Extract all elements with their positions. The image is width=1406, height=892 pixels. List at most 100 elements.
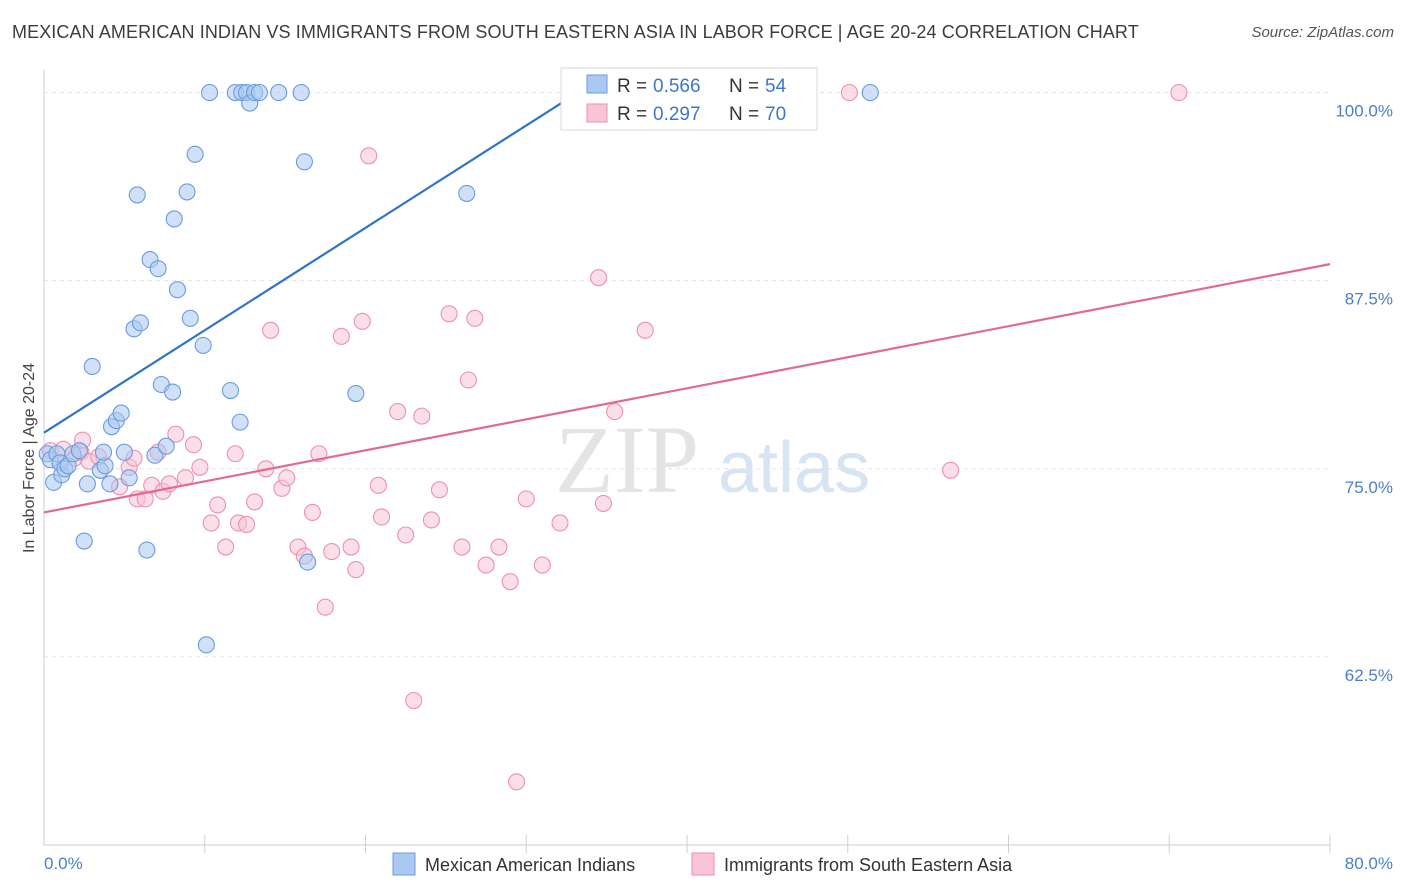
point-blue-51	[299, 553, 317, 571]
point-pink-28	[262, 321, 280, 339]
stats-legend-r-blue: 0.566	[653, 76, 701, 97]
point-blue-49	[292, 84, 310, 102]
point-blue-42	[231, 413, 249, 431]
point-blue-39	[201, 84, 219, 102]
point-pink-62	[590, 269, 608, 287]
point-pink-58	[517, 490, 535, 508]
point-blue-24	[131, 314, 149, 332]
point-blue-28	[149, 260, 167, 278]
x-tick-label-0: 0.0%	[44, 854, 83, 873]
point-blue-19	[112, 404, 130, 422]
point-pink-38	[342, 538, 360, 556]
point-pink-25	[237, 515, 256, 534]
point-pink-18	[184, 436, 203, 454]
point-blue-31	[164, 383, 182, 401]
point-pink-57	[508, 773, 526, 791]
trend-lines	[43, 85, 1331, 514]
point-blue-12	[83, 357, 101, 376]
point-pink-39	[347, 561, 365, 579]
point-pink-69	[1170, 84, 1188, 102]
point-pink-26	[246, 493, 264, 511]
point-blue-21	[120, 469, 138, 487]
point-blue-9	[70, 442, 88, 460]
point-pink-41	[360, 147, 378, 165]
series-legend: Mexican American Indians Immigrants from…	[392, 852, 1013, 876]
point-pink-42	[369, 476, 387, 494]
point-blue-34	[178, 183, 196, 201]
stats-legend-swatch-pink	[586, 103, 608, 123]
y-tick-label-1: 87.5%	[1345, 290, 1393, 309]
x-tick-labels: 0.0% 80.0%	[44, 854, 1393, 873]
gridlines	[44, 92, 1330, 658]
point-pink-52	[459, 371, 477, 389]
trend-line-pink	[43, 263, 1331, 514]
y-tick-label-3: 62.5%	[1345, 666, 1393, 685]
y-tick-label-0: 100.0%	[1335, 102, 1393, 121]
point-blue-53	[458, 184, 476, 202]
point-pink-65	[636, 321, 654, 339]
point-pink-51	[453, 538, 471, 556]
stats-legend-r-pink: 0.297	[653, 104, 701, 125]
stats-legend-n-label-pink: N =	[729, 104, 764, 125]
stats-legend-swatch-blue	[586, 74, 608, 94]
point-pink-21	[209, 496, 227, 514]
point-blue-47	[250, 84, 268, 102]
point-pink-50	[440, 305, 458, 323]
stats-legend-r-label-pink: R =	[617, 104, 652, 125]
point-pink-23	[226, 445, 244, 463]
point-blue-15	[94, 443, 113, 461]
point-pink-19	[191, 458, 209, 476]
point-pink-35	[316, 598, 334, 616]
point-blue-32	[165, 210, 183, 228]
point-blue-37	[194, 336, 212, 354]
point-pink-36	[323, 543, 341, 561]
point-pink-46	[405, 691, 423, 710]
watermark-zip: ZIP	[555, 406, 699, 513]
point-pink-68	[942, 461, 960, 479]
point-blue-11	[75, 532, 93, 550]
point-pink-60	[551, 514, 569, 532]
stats-legend-n-blue: 54	[765, 76, 787, 97]
stats-legend-n-label-blue: N =	[729, 76, 764, 97]
point-pink-53	[466, 309, 484, 327]
x-tick-label-1: 80.0%	[1345, 854, 1393, 873]
point-blue-25	[138, 541, 156, 559]
point-pink-56	[501, 573, 519, 591]
series-blue-points	[38, 84, 879, 654]
point-blue-20	[115, 443, 133, 461]
point-blue-52	[347, 384, 365, 403]
point-blue-23	[128, 186, 146, 204]
point-blue-27	[146, 446, 164, 464]
legend-label-pink: Immigrants from South Eastern Asia	[724, 855, 1013, 875]
stats-legend: R = 0.566 N = 54 R = 0.297 N = 70	[560, 67, 818, 131]
point-pink-59	[533, 556, 551, 574]
point-blue-16	[101, 475, 119, 493]
point-blue-54	[861, 84, 879, 102]
y-tick-label-2: 75.0%	[1345, 478, 1393, 497]
point-blue-35	[181, 309, 199, 327]
point-pink-16	[167, 425, 185, 443]
point-pink-67	[840, 84, 858, 102]
point-pink-44	[389, 403, 407, 421]
point-blue-48	[270, 84, 288, 102]
point-pink-30	[278, 469, 296, 487]
stats-legend-n-pink: 70	[765, 104, 786, 125]
stats-legend-r-label-blue: R =	[617, 76, 652, 97]
point-pink-43	[373, 508, 391, 526]
trend-line-blue	[43, 85, 588, 434]
point-pink-54	[477, 556, 495, 574]
point-pink-49	[430, 481, 448, 499]
point-blue-40	[221, 381, 240, 400]
point-pink-22	[217, 538, 235, 556]
point-blue-50	[295, 153, 313, 171]
point-pink-63	[594, 494, 612, 512]
point-blue-38	[197, 636, 215, 654]
point-pink-33	[303, 503, 322, 521]
legend-label-blue: Mexican American Indians	[425, 855, 635, 875]
point-blue-10	[78, 475, 96, 493]
legend-swatch-blue	[392, 852, 416, 876]
point-pink-20	[202, 514, 220, 532]
point-pink-55	[490, 538, 508, 556]
point-blue-36	[186, 145, 204, 163]
